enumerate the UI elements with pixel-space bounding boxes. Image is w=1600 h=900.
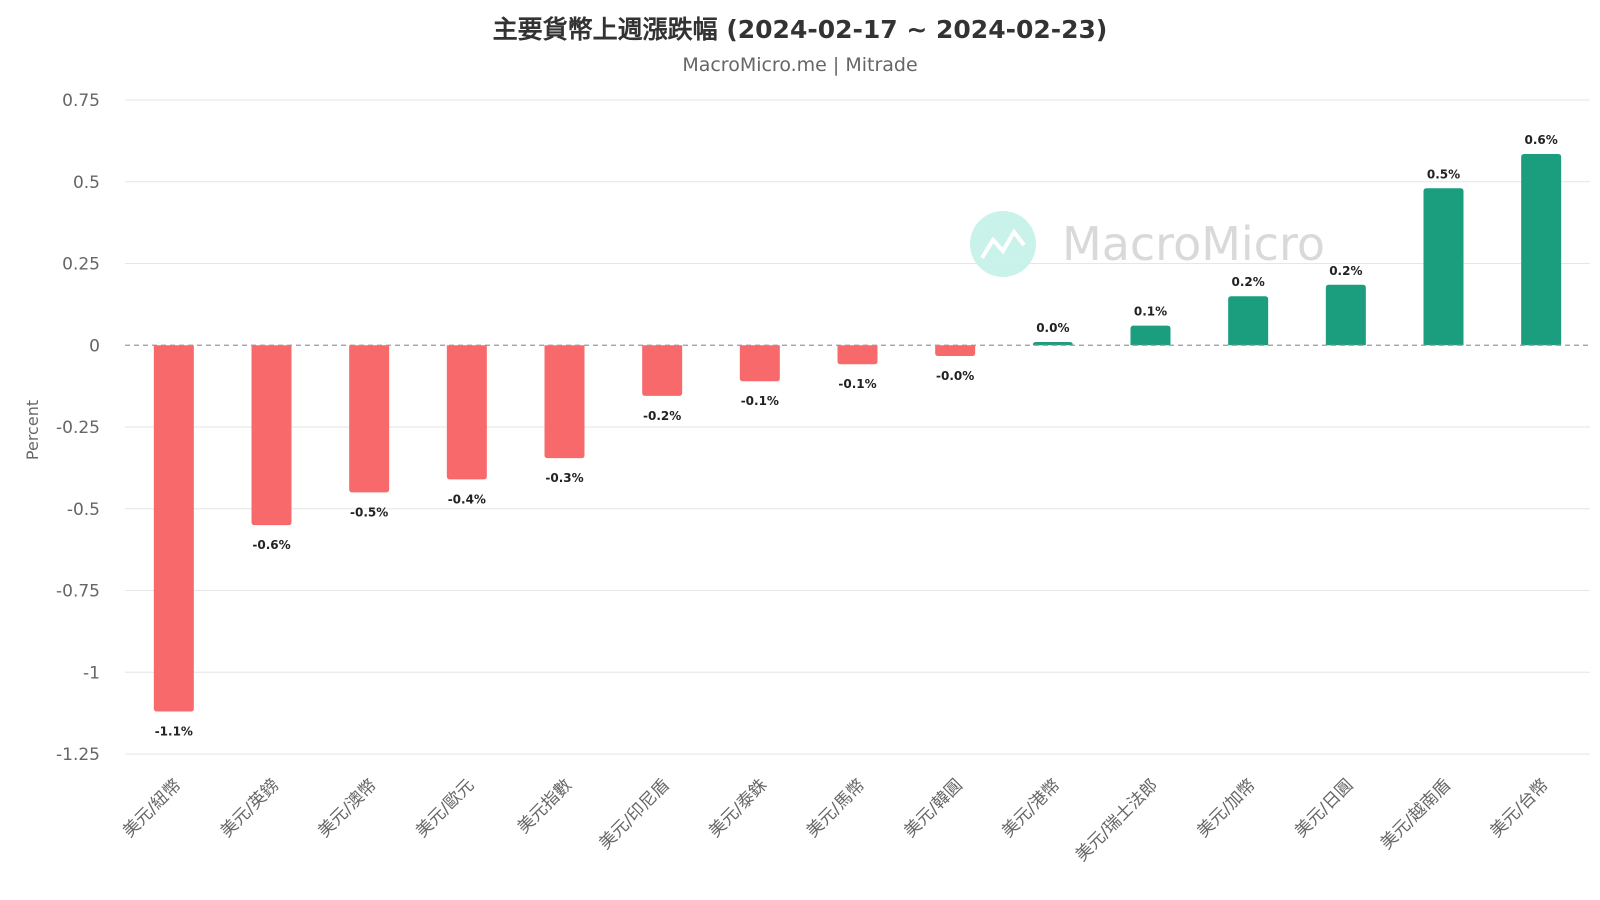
category-label: 美元/日圓 xyxy=(1291,775,1357,841)
bar xyxy=(1032,341,1073,346)
data-label: 0.5% xyxy=(1427,167,1460,181)
data-label: -0.6% xyxy=(252,538,290,552)
category-label: 美元/紐幣 xyxy=(119,775,185,841)
category-label: 美元/台幣 xyxy=(1486,775,1552,841)
bar xyxy=(153,345,194,712)
category-label: 美元/港幣 xyxy=(998,775,1064,841)
category-label: 美元/泰銖 xyxy=(705,775,771,841)
y-axis-title: Percent xyxy=(23,400,42,460)
category-label: 美元/加幣 xyxy=(1193,775,1259,841)
data-labels: -1.1% -0.6% -0.5% -0.4% -0.3% -0.2% -0.1% -0.1%… xyxy=(155,133,1558,739)
watermark-text: MacroMicro xyxy=(1062,217,1325,271)
y-tick-label: -1.25 xyxy=(56,745,100,765)
y-tick-label: -0.75 xyxy=(56,582,100,602)
chart-subtitle: MacroMicro.me | Mitrade xyxy=(682,54,918,76)
bar xyxy=(1130,325,1171,346)
y-tick-label: 0.75 xyxy=(62,91,100,111)
bar xyxy=(837,345,878,365)
data-label: -1.1% xyxy=(155,724,193,738)
category-label: 美元/印尼盾 xyxy=(595,775,673,853)
category-label: 美元/馬幣 xyxy=(803,775,869,841)
gridlines xyxy=(125,99,1590,755)
y-tick-label: -0.25 xyxy=(56,418,100,438)
bar xyxy=(1423,188,1464,346)
chart-trend-icon xyxy=(980,228,1026,260)
watermark-circle xyxy=(970,211,1036,277)
bar xyxy=(739,345,780,382)
data-label: 0.2% xyxy=(1329,264,1362,278)
bar xyxy=(642,345,683,396)
bar xyxy=(1521,153,1562,346)
bar xyxy=(1325,284,1366,346)
chart-title: 主要貨幣上週漲跌幅 (2024-02-17 ~ 2024-02-23) xyxy=(492,15,1108,44)
data-label: 0.6% xyxy=(1525,133,1558,147)
bar xyxy=(349,345,390,493)
data-label: 0.1% xyxy=(1134,305,1167,319)
category-label: 美元/歐元 xyxy=(412,775,478,841)
y-tick-label: -1 xyxy=(83,663,100,683)
data-label: -0.4% xyxy=(448,492,486,506)
x-axis-categories: 美元/紐幣 美元/英鎊 美元/澳幣 美元/歐元 美元指數 美元/印尼盾 美元/泰銖 美元/馬幣… xyxy=(119,775,1553,865)
y-axis-ticks: 0.75 0.5 0.25 0 -0.25 -0.5 -0.75 -1 -1.25 xyxy=(56,91,100,765)
data-label: 0.0% xyxy=(1036,321,1069,335)
data-label: -0.0% xyxy=(936,369,974,383)
category-label: 美元/越南盾 xyxy=(1377,775,1455,853)
bar xyxy=(251,345,292,526)
y-tick-label: -0.5 xyxy=(67,500,100,520)
data-label: -0.1% xyxy=(838,377,876,391)
data-label: -0.1% xyxy=(741,394,779,408)
data-label: -0.2% xyxy=(643,409,681,423)
bars xyxy=(153,153,1562,712)
category-label: 美元/韓圓 xyxy=(900,775,966,841)
data-label: -0.3% xyxy=(545,471,583,485)
category-label: 美元/英鎊 xyxy=(217,775,283,841)
bar xyxy=(544,345,585,459)
bar xyxy=(1228,296,1269,346)
bar xyxy=(935,345,976,357)
data-label: -0.5% xyxy=(350,505,388,519)
data-label: 0.2% xyxy=(1232,275,1265,289)
category-label: 美元/瑞士法郎 xyxy=(1072,775,1162,865)
y-tick-label: 0.5 xyxy=(73,173,100,193)
category-label: 美元指數 xyxy=(514,775,576,837)
bar xyxy=(446,345,487,480)
y-tick-label: 0.25 xyxy=(62,255,100,275)
y-tick-label: 0 xyxy=(89,336,100,356)
category-label: 美元/澳幣 xyxy=(314,775,380,841)
watermark-logo: MacroMicro xyxy=(970,211,1325,277)
